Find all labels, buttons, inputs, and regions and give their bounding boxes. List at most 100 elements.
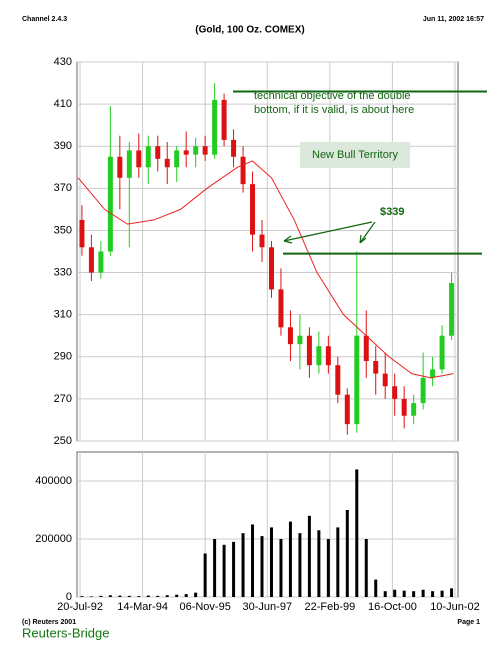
candle-body [325,346,331,366]
candle-body [316,346,322,366]
volume-bar [99,595,103,597]
candle-body [221,99,227,140]
volume-bar [317,530,321,597]
volume-bar [118,595,122,597]
candle-body [449,283,455,336]
candle-body [297,335,303,345]
arrow [283,221,376,244]
volume-bar [355,469,359,597]
volume-bar [137,596,141,597]
candle-body [240,156,246,185]
volume-bar [279,539,283,597]
volume-bar [307,515,311,597]
candle-body [363,335,369,361]
y-tick-label: 390 [54,140,72,152]
volume-bar [336,527,340,597]
candle-body [354,335,360,425]
candle-body [193,146,199,155]
volume-bar [127,595,131,597]
volume-bar [345,510,349,597]
volume-bar [383,591,387,597]
x-tick-label: 20-Jul-92 [57,601,103,613]
candle-body [306,335,312,366]
volume-bar [251,524,255,597]
candle-body [278,289,284,328]
volume-bar [421,589,425,597]
candle-body [98,251,104,273]
candle-body [136,150,142,168]
candle-body [439,335,445,370]
volume-bar [165,595,169,597]
y-tick-label: 0 [66,591,72,603]
candle-body [259,234,265,248]
volume-bar [269,527,273,597]
candle-body [392,386,398,399]
volume-bar [222,544,226,597]
volume-bar [393,589,397,597]
volume-bar [450,588,454,597]
volume-bar [431,591,435,597]
bull-box [300,142,410,168]
y-tick-label: 410 [54,98,72,110]
moving-average [77,160,454,379]
x-tick-label: 14-Mar-94 [117,601,168,613]
volume-bar [412,591,416,597]
x-tick-label: 30-Jun-97 [243,601,293,613]
x-tick-label: 22-Feb-99 [304,601,355,613]
candle-body [155,146,161,159]
y-tick-label: 330 [54,266,72,278]
bull-text: New Bull Territory [312,149,398,161]
volume-bar [213,539,217,597]
candle-body [344,394,350,425]
page-number: Page 1 [457,619,480,626]
y-tick-label: 430 [54,56,72,68]
objective-text: bottom, if it is valid, is about here [254,104,414,116]
candle-body [117,156,123,178]
volume-bar [288,521,292,597]
y-tick-label: 250 [54,435,72,447]
candle-body [335,365,341,395]
y-tick-label: 370 [54,182,72,194]
volume-bar [232,541,236,597]
candle-body [382,373,388,387]
candle-body [373,360,379,374]
candle-body [145,146,151,168]
volume-bar [184,594,188,597]
y-tick-label: 350 [54,224,72,236]
volume-bar [364,539,368,597]
candle-body [287,327,293,345]
volume-bar [326,539,330,597]
volume-bar [298,533,302,597]
candle-body [88,247,94,273]
candle-body [420,377,426,404]
volume-bar [146,595,150,597]
volume-bar [374,579,378,597]
objective-text: technical objective of the double [254,90,411,102]
volume-bar [260,536,264,597]
y-tick-label: 400000 [35,475,72,487]
copyright: (c) Reuters 2001 [22,619,76,626]
x-tick-label: 10-Jun-02 [430,601,480,613]
candle-body [202,146,208,155]
brand: Reuters-Bridge [22,625,109,640]
candle-body [411,403,417,416]
volume-bar [203,553,207,597]
candle-body [174,150,180,168]
candle-body [126,150,132,178]
header-right: Jun 11, 2002 16:57 [423,16,484,23]
candle-body [183,150,189,155]
volume-bar [89,596,93,597]
volume-bar [241,533,245,597]
y-tick-label: 290 [54,351,72,363]
candle-body [79,219,85,248]
candle-body [107,156,113,252]
volume-bar [156,595,160,597]
volume-bar [108,595,112,597]
y-tick-label: 310 [54,309,72,321]
volume-bar [402,590,406,597]
candle-body [231,139,237,157]
volume-bar [175,594,179,597]
candle-body [164,158,170,168]
x-tick-label: 16-Oct-00 [368,601,417,613]
y-tick-label: 200000 [35,533,72,545]
